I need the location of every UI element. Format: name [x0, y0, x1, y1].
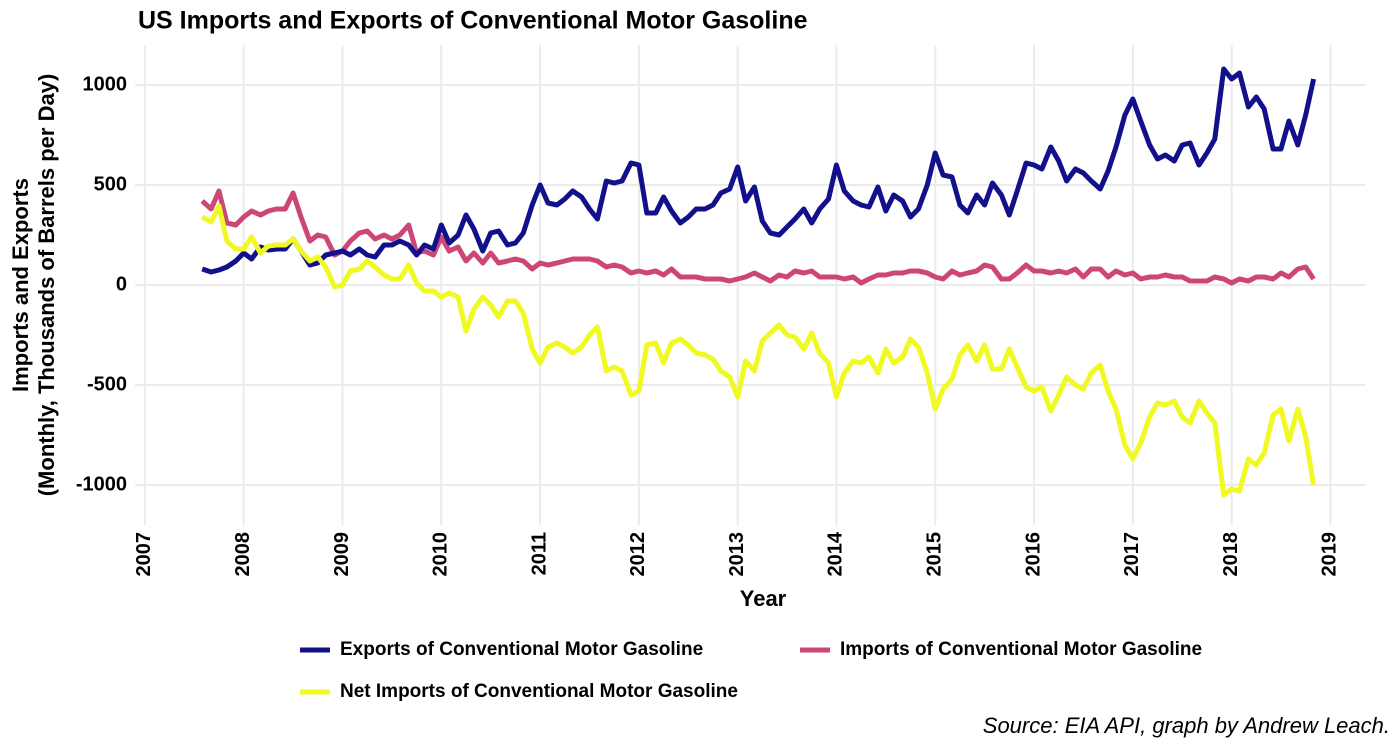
- x-tick-label: 2010: [430, 532, 452, 577]
- x-tick-label: 2014: [825, 531, 847, 576]
- x-tick-label: 2012: [627, 532, 649, 577]
- x-tick-label: 2018: [1220, 532, 1242, 577]
- caption: Source: EIA API, graph by Andrew Leach.: [983, 713, 1390, 738]
- y-tick-label: -500: [87, 373, 127, 395]
- series-line: [201, 66, 1317, 275]
- x-tick-label: 2019: [1319, 532, 1341, 577]
- y-tick-label: 0: [116, 273, 127, 295]
- x-tick-label: 2011: [528, 532, 550, 575]
- series-line: [200, 203, 1317, 498]
- y-tick-label: 500: [94, 173, 127, 195]
- x-tick-label: 2008: [232, 532, 254, 577]
- y-axis-label: Imports and Exports: [8, 178, 33, 392]
- x-tick-label: 2009: [331, 532, 353, 577]
- series-line: [200, 188, 1316, 286]
- x-axis-label: Year: [740, 586, 787, 611]
- y-tick-label: -1000: [76, 473, 127, 495]
- y-axis-label: (Monthly, Thousands of Barrels per Day): [34, 74, 59, 497]
- x-tick-label: 2013: [726, 532, 748, 577]
- x-tick-label: 2007: [133, 532, 155, 577]
- chart-title: US Imports and Exports of Conventional M…: [138, 7, 808, 35]
- x-tick-label: 2016: [1022, 532, 1044, 577]
- legend-label: Imports of Conventional Motor Gasoline: [840, 639, 1202, 660]
- x-tick-label: 2015: [924, 532, 946, 577]
- y-tick-label: 1000: [83, 73, 128, 95]
- x-tick-label: 2017: [1121, 532, 1143, 577]
- legend-label: Exports of Conventional Motor Gasoline: [340, 639, 703, 660]
- legend-label: Net Imports of Conventional Motor Gasoli…: [340, 681, 738, 702]
